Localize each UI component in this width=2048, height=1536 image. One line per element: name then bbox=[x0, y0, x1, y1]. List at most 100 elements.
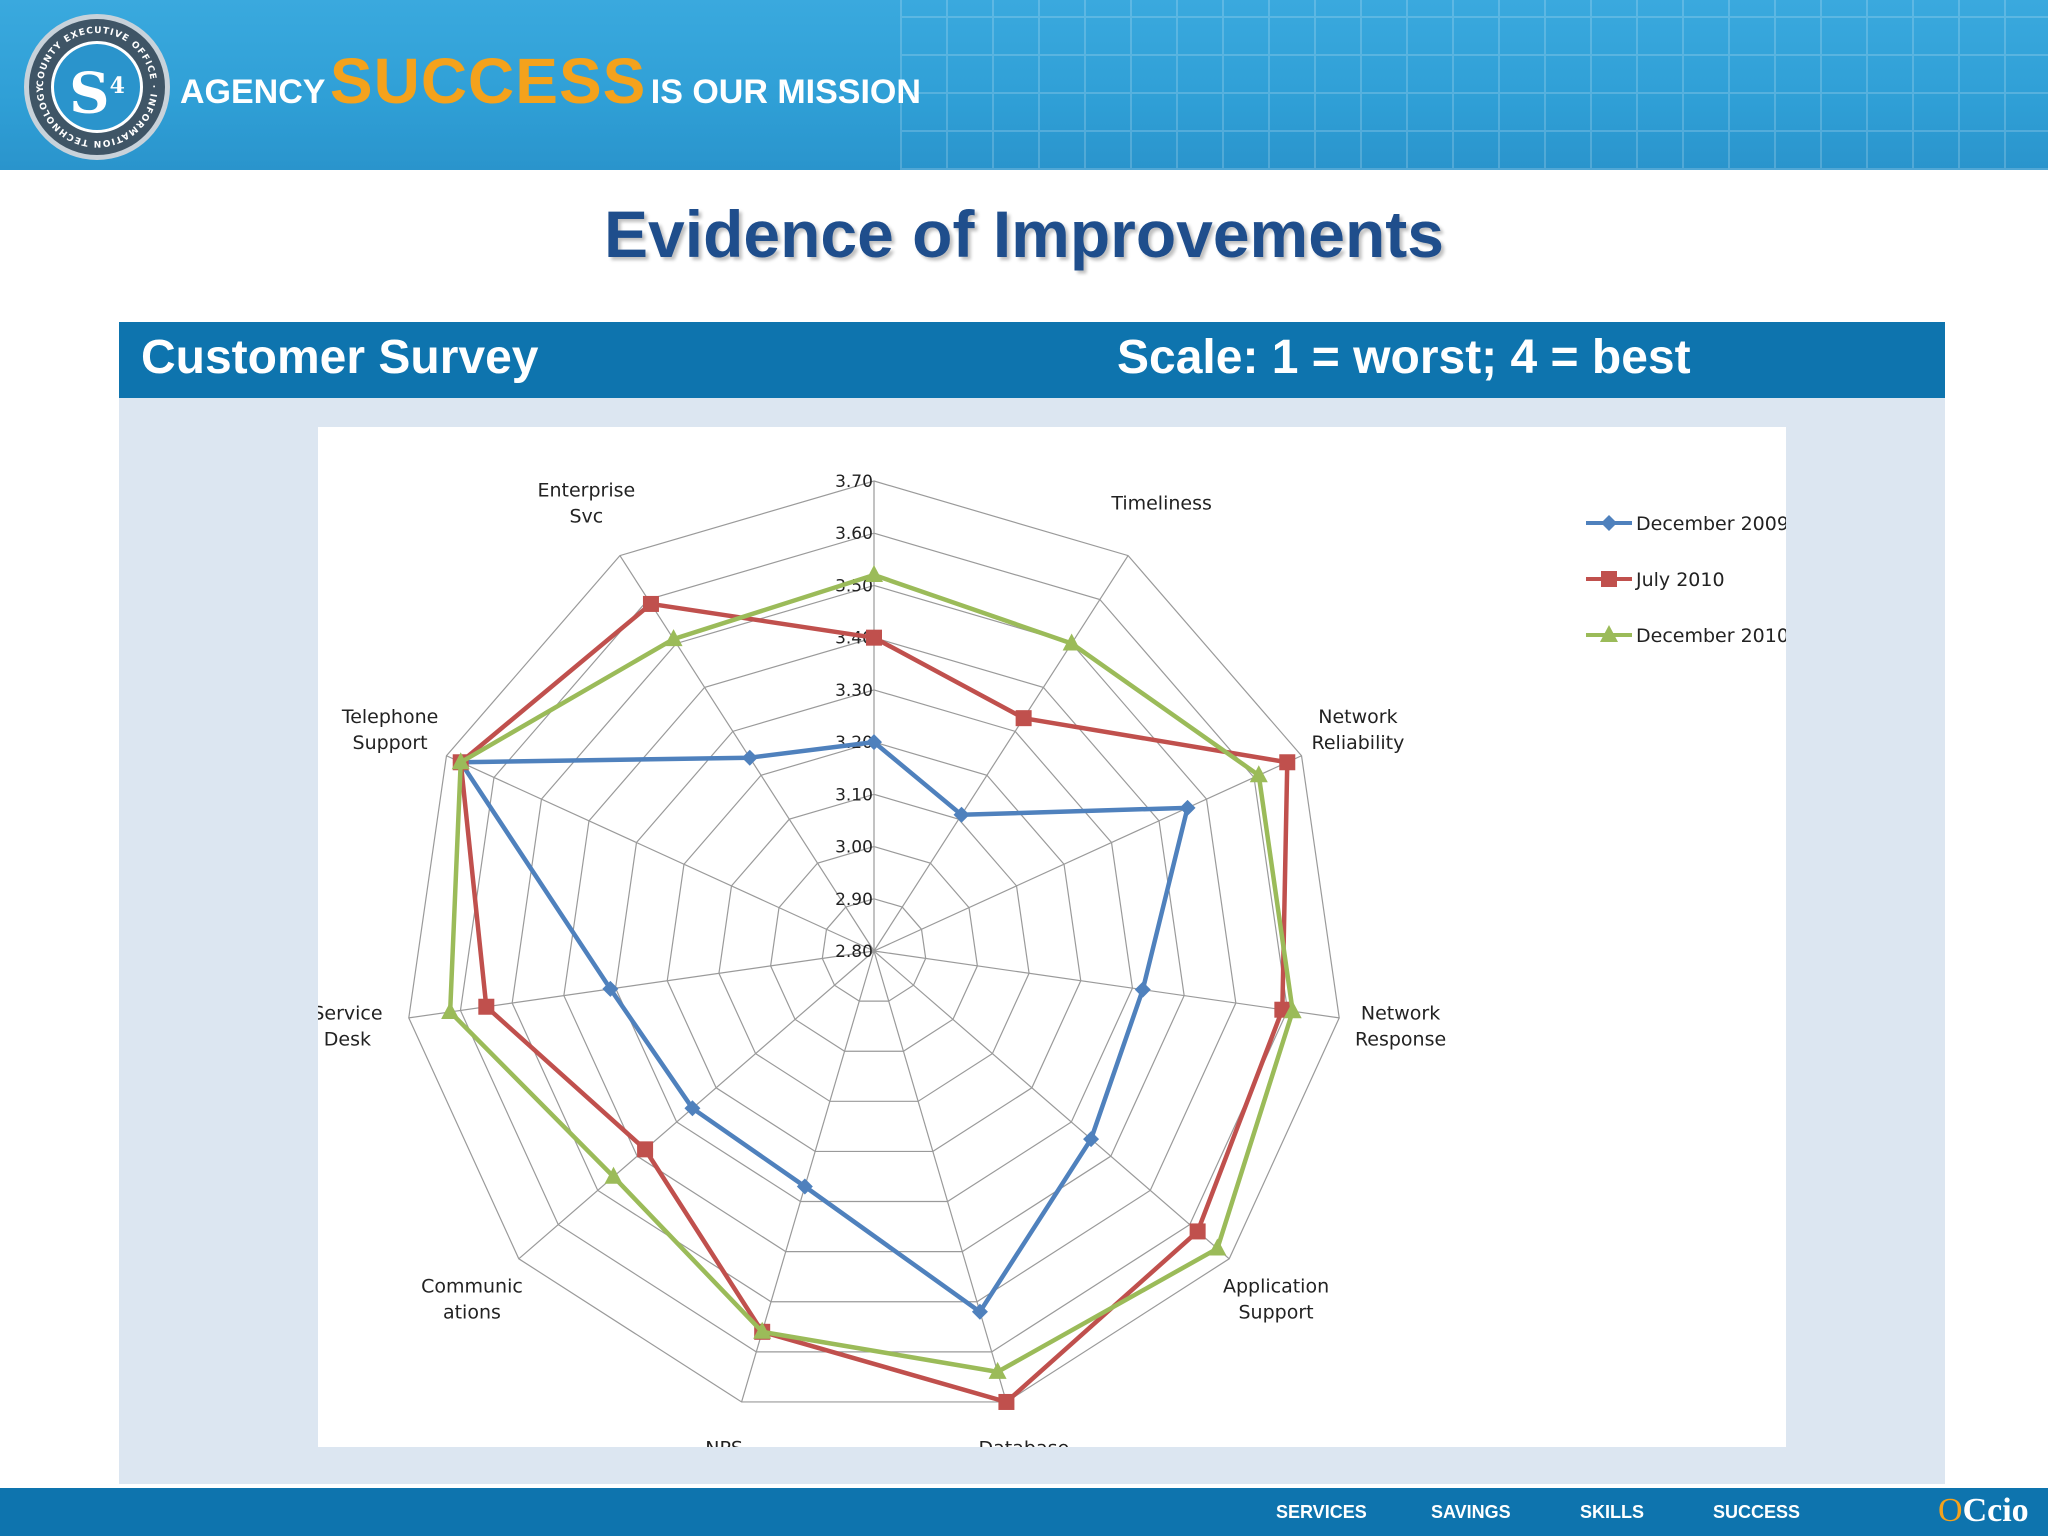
category-label: Reliability bbox=[1312, 732, 1405, 754]
grid-ring bbox=[769, 845, 979, 1052]
grid-spoke bbox=[873, 555, 1129, 952]
scale-note: Scale: 1 = worst; 4 = best bbox=[1117, 331, 1691, 384]
grid-spoke bbox=[873, 950, 1230, 1260]
category-label: Response bbox=[1355, 1029, 1446, 1051]
data-point-marker bbox=[1189, 1223, 1206, 1240]
data-point-marker bbox=[866, 734, 882, 751]
agency-logo: COUNTY EXECUTIVE OFFICE · INFORMATION TE… bbox=[24, 14, 170, 160]
legend-label: July 2010 bbox=[1635, 569, 1725, 591]
tagline-agency: AGENCY bbox=[180, 73, 326, 111]
tagline: AGENCY SUCCESS IS OUR MISSION bbox=[180, 44, 921, 118]
footer-link-skills[interactable]: SKILLS bbox=[1580, 1502, 1645, 1522]
series-line bbox=[458, 601, 1290, 1405]
data-point-marker bbox=[1249, 765, 1268, 783]
data-point-marker bbox=[604, 1166, 623, 1184]
occio-logo-text: Ccio bbox=[1962, 1492, 2029, 1529]
data-point-marker bbox=[684, 1100, 701, 1117]
category-label: ations bbox=[443, 1301, 501, 1323]
data-point-marker bbox=[441, 1001, 460, 1019]
series-line bbox=[458, 739, 1190, 1315]
data-point-marker bbox=[753, 1321, 772, 1339]
data-point-marker bbox=[796, 1178, 813, 1195]
data-point-marker bbox=[1283, 1001, 1302, 1019]
radial-tick-label: 2.90 bbox=[835, 890, 873, 910]
data-point-marker bbox=[1083, 1131, 1100, 1148]
category-label: Communic bbox=[421, 1275, 523, 1297]
data-point-marker bbox=[1279, 754, 1296, 771]
legend-label: December 2009 bbox=[1636, 513, 1786, 535]
data-point-marker bbox=[1179, 799, 1196, 816]
category-label: NPS bbox=[705, 1437, 743, 1447]
data-point-marker bbox=[602, 980, 619, 997]
data-point-marker bbox=[478, 998, 495, 1015]
logo-letter: S bbox=[69, 60, 110, 127]
radial-tick-label: 3.60 bbox=[835, 524, 873, 544]
logo-mark: S4 bbox=[51, 41, 143, 133]
category-label: Telephone bbox=[341, 706, 439, 728]
radial-tick-label: 3.30 bbox=[835, 681, 873, 701]
grid-spoke bbox=[873, 755, 1302, 952]
legend-label: December 2010 bbox=[1636, 625, 1786, 647]
header-banner: COUNTY EXECUTIVE OFFICE · INFORMATION TE… bbox=[0, 0, 2048, 170]
radial-tick-label: 3.00 bbox=[835, 838, 873, 858]
legend-marker bbox=[1601, 571, 1617, 587]
page-title: Evidence of Improvements bbox=[604, 197, 1444, 271]
category-label: Desk bbox=[324, 1029, 371, 1051]
data-point-marker bbox=[642, 595, 659, 612]
footer-link-savings[interactable]: SAVINGS bbox=[1431, 1502, 1511, 1522]
grid-ring bbox=[718, 793, 1030, 1102]
data-point-marker bbox=[1062, 633, 1081, 651]
circuit-pattern bbox=[900, 0, 2048, 170]
legend-marker bbox=[1601, 515, 1617, 531]
radial-tick-label: 3.50 bbox=[835, 576, 873, 596]
data-point-marker bbox=[1208, 1238, 1227, 1256]
data-point-marker bbox=[741, 749, 758, 766]
data-point-marker bbox=[451, 752, 470, 770]
data-point-marker bbox=[1134, 981, 1151, 998]
grid-ring bbox=[408, 480, 1340, 1403]
category-label: Service bbox=[318, 1003, 383, 1025]
radar-chart: 2.802.903.003.103.203.303.403.503.603.70… bbox=[312, 408, 1789, 1485]
footer-link-services[interactable]: SERVICES bbox=[1276, 1502, 1367, 1522]
category-label: Timeliness bbox=[1110, 492, 1212, 514]
grid-spoke bbox=[446, 755, 875, 952]
category-label: Svc bbox=[569, 505, 603, 527]
chart-area: 2.80 2.90 3.00 3.10 3.20 3.30 3.40 3.50 3.60 3.70… bbox=[312, 408, 1789, 1485]
category-label: Support bbox=[353, 732, 428, 754]
grid-ring bbox=[614, 689, 1134, 1203]
category-label: Support bbox=[1239, 1301, 1314, 1323]
data-point-marker bbox=[1015, 710, 1032, 727]
category-label: Database bbox=[979, 1437, 1070, 1447]
occio-logo: OCcio bbox=[1938, 1492, 2029, 1530]
category-label: Network bbox=[1361, 1003, 1440, 1025]
data-point-marker bbox=[998, 1393, 1015, 1410]
category-label: Enterprise bbox=[538, 479, 636, 501]
category-label: Network bbox=[1318, 706, 1397, 728]
grid-spoke bbox=[873, 950, 1007, 1403]
grid-ring bbox=[821, 898, 927, 1002]
grid-ring bbox=[666, 741, 1082, 1153]
series-line bbox=[447, 572, 1295, 1375]
data-point-marker bbox=[866, 629, 882, 646]
radial-tick-label: 3.70 bbox=[835, 472, 873, 492]
category-label: Application bbox=[1223, 1275, 1329, 1297]
occio-logo-o: O bbox=[1938, 1492, 1963, 1529]
radial-tick-label: 2.80 bbox=[835, 942, 873, 962]
grid-spoke bbox=[873, 950, 1340, 1019]
footer-bar: SERVICES SAVINGS SKILLS SUCCESS OCcio bbox=[0, 1488, 2048, 1536]
tagline-success: SUCCESS bbox=[329, 45, 647, 117]
footer-link-success[interactable]: SUCCESS bbox=[1713, 1502, 1801, 1522]
data-point-marker bbox=[865, 565, 883, 582]
data-point-marker bbox=[637, 1141, 654, 1158]
category-label: Skills bbox=[850, 427, 899, 430]
data-point-marker bbox=[988, 1361, 1007, 1379]
grid-ring bbox=[511, 584, 1237, 1303]
logo-superscript: 4 bbox=[109, 73, 125, 99]
data-point-marker bbox=[953, 806, 970, 823]
radial-tick-label: 3.10 bbox=[835, 785, 873, 805]
tagline-mission: IS OUR MISSION bbox=[650, 73, 921, 111]
data-point-marker bbox=[971, 1303, 988, 1320]
data-point-marker bbox=[664, 629, 683, 647]
grid-ring bbox=[563, 637, 1185, 1253]
section-title: Customer Survey bbox=[141, 331, 539, 384]
